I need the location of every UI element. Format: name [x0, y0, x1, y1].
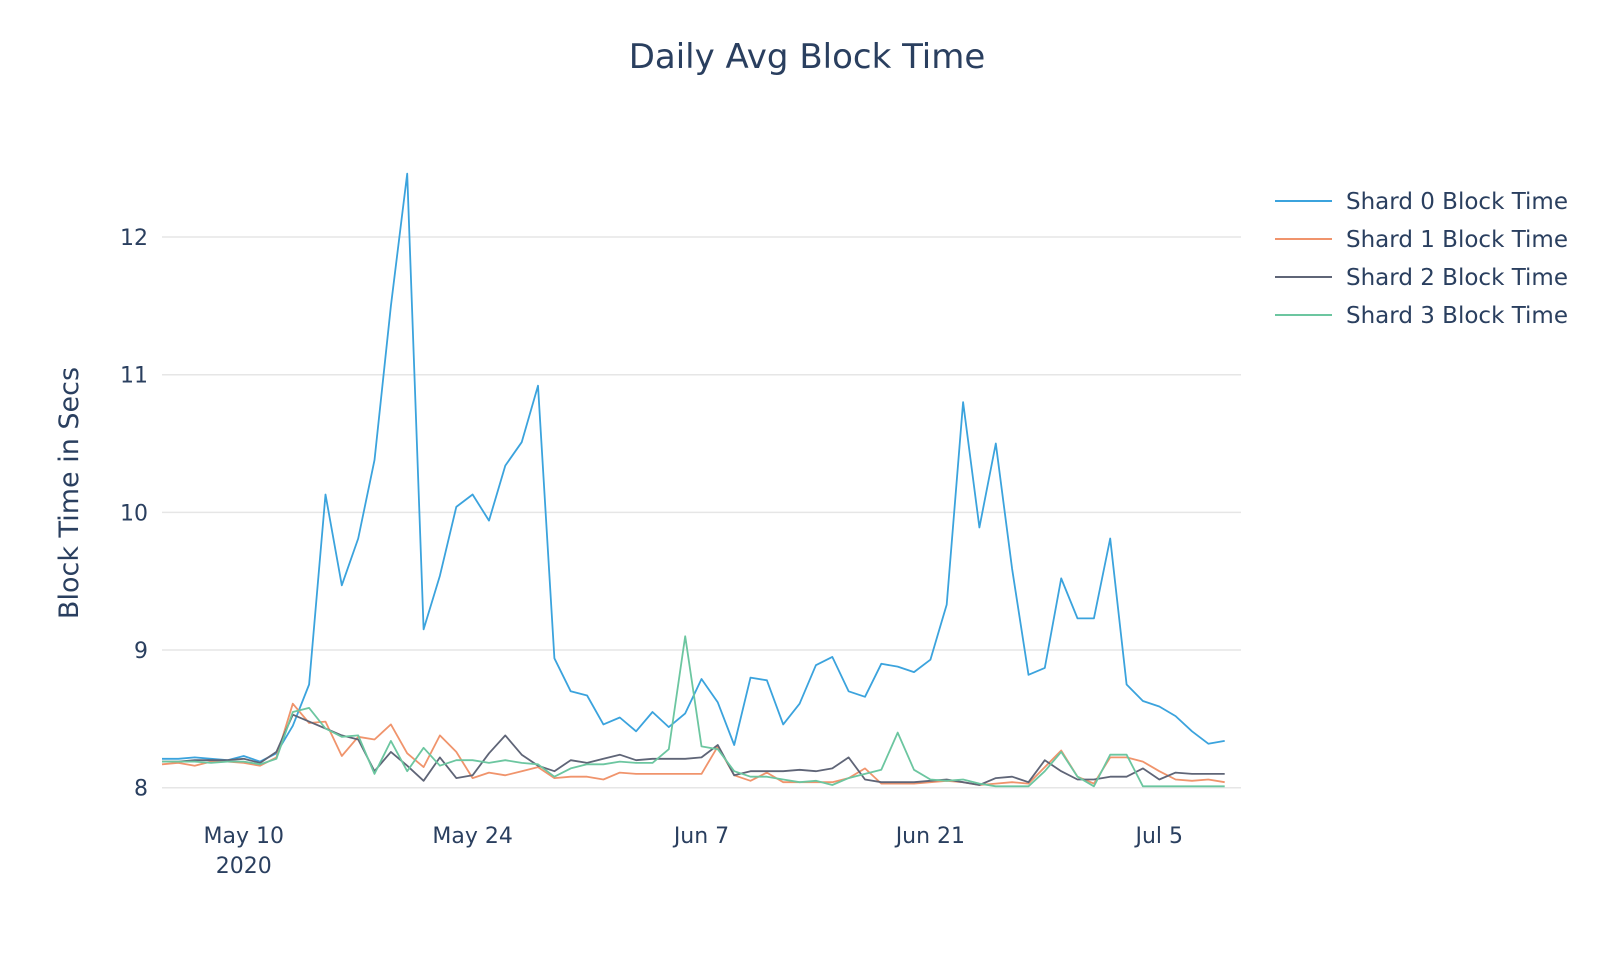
series-line-shard-3 [162, 635, 1225, 788]
x-tick-label: Jun 21 [894, 824, 965, 849]
x-tick-label: May 24 [432, 824, 512, 849]
y-tick-label: 10 [120, 501, 148, 526]
legend-label: Shard 1 Block Time [1346, 227, 1568, 253]
x-tick-label: Jul 5 [1133, 824, 1183, 849]
x-tick-label: Jun 7 [672, 824, 729, 849]
x-axis-ticks: May 10 2020 May 24 Jun 7 Jun 21 Jul 5 [204, 824, 1184, 879]
series-line-shard-2 [162, 713, 1225, 786]
x-tick-sublabel: 2020 [216, 854, 272, 879]
y-axis-ticks: 8 9 10 11 12 [120, 226, 148, 802]
y-tick-label: 12 [120, 226, 148, 251]
legend-label: Shard 3 Block Time [1346, 303, 1568, 329]
series-line-shard-0 [162, 172, 1225, 763]
y-tick-label: 9 [134, 639, 148, 664]
x-tick-label: May 10 [204, 824, 284, 849]
legend-label: Shard 0 Block Time [1346, 189, 1568, 215]
gridlines [162, 236, 1241, 789]
legend-label: Shard 2 Block Time [1346, 265, 1568, 291]
series-lines [161, 172, 1225, 788]
y-axis-label: Block Time in Secs [54, 367, 85, 619]
series-line-shard-1 [161, 702, 1225, 786]
legend: Shard 0 Block Time Shard 1 Block Time Shar… [1275, 189, 1568, 329]
y-tick-label: 8 [134, 777, 148, 802]
chart-title: Daily Avg Block Time [629, 37, 986, 77]
y-tick-label: 11 [120, 364, 148, 389]
